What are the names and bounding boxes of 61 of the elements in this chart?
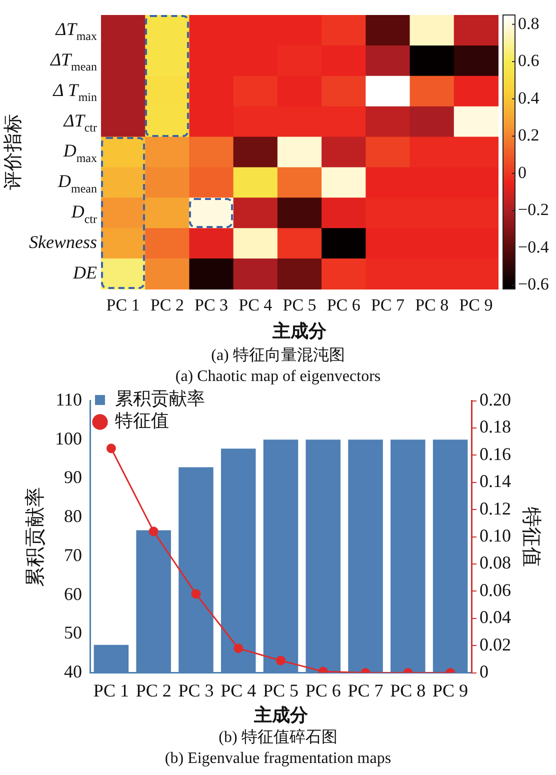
text: (b) 特征值碎石图 [218, 728, 338, 748]
x-tick-label: PC 9 [459, 296, 493, 315]
x-tick-label: PC 8 [390, 680, 426, 700]
color-bar-label: 0.6 [518, 51, 540, 70]
x-tick-label: PC 6 [305, 680, 341, 700]
y-tick-label: 50 [64, 622, 82, 643]
color-bar-label: 0.8 [518, 14, 540, 33]
y-tick-label: 40 [64, 662, 82, 682]
y-axis-title: 评价指标 [2, 114, 24, 190]
point [191, 589, 201, 599]
x-tick-label: PC 5 [282, 296, 316, 315]
x-tick-label: PC 8 [415, 296, 449, 315]
point [148, 526, 158, 536]
y2-tick-label: 0.08 [480, 552, 511, 573]
y2-tick-label: 0.02 [480, 634, 511, 654]
y2-tick-label: 0.12 [480, 498, 511, 518]
color-bar-label: −0.4 [518, 237, 550, 256]
y-tick-label: 60 [64, 584, 82, 604]
x-tick-label: PC 1 [93, 680, 129, 700]
x-tick-label: PC 3 [194, 296, 228, 315]
color-bar-label: 0.2 [518, 126, 540, 145]
x-tick-label: PC 5 [262, 680, 299, 700]
legend-label: 累积贡献率 [115, 388, 205, 409]
y-tick-label: 70 [64, 544, 82, 565]
color-bar-label: 0 [518, 162, 526, 182]
y2-tick-label: 0 [480, 662, 488, 682]
y-tick-label: 100 [55, 428, 82, 448]
x-tick-label: PC 2 [150, 296, 184, 315]
y-tick-label: 80 [64, 506, 82, 526]
y2-tick-label: 0.18 [480, 416, 511, 437]
text: (a) Chaotic map of eigenvectors [174, 367, 382, 387]
legend-label: 特征值 [115, 410, 169, 431]
color-bar-label: −0.6 [518, 274, 549, 294]
y-axis-title: 累积贡献率 [24, 486, 46, 587]
x-tick-label: PC 1 [106, 296, 140, 315]
y-tick-label: Skewness [29, 232, 97, 252]
x-tick-label: PC 6 [326, 296, 360, 315]
y-tick-label: 90 [64, 467, 82, 488]
x-tick-label: PC 4 [238, 296, 273, 315]
y2-axis-title: 特征值 [520, 506, 542, 567]
x-tick-label: PC 3 [178, 680, 214, 700]
x-tick-label: PC 2 [136, 680, 172, 700]
color-bar-label: −0.2 [518, 200, 549, 220]
y-tick-label: DE [72, 262, 98, 283]
x-axis-title: 主成分 [272, 320, 328, 341]
y2-tick-label: 0.04 [480, 607, 511, 628]
x-axis-title: 主成分 [252, 704, 309, 725]
x-tick-label: PC 9 [432, 680, 468, 700]
x-tick-label: PC 7 [370, 296, 405, 315]
y2-tick-label: 0.10 [480, 526, 511, 546]
text: (b) Eigenvalue fragmentation maps [164, 749, 392, 769]
point [106, 444, 116, 454]
y2-tick-label: 0.14 [480, 471, 511, 492]
x-tick-label: PC 7 [348, 680, 384, 700]
y2-tick-label: 0.06 [480, 580, 511, 600]
y2-tick-label: 0.16 [480, 444, 511, 464]
text: (a) 特征向量混沌图 [210, 346, 346, 366]
color-bar-label: 0.4 [518, 88, 540, 108]
y-tick-label: 110 [56, 390, 82, 410]
y2-tick-label: 0.20 [480, 390, 511, 410]
x-tick-label: PC 4 [220, 680, 256, 700]
